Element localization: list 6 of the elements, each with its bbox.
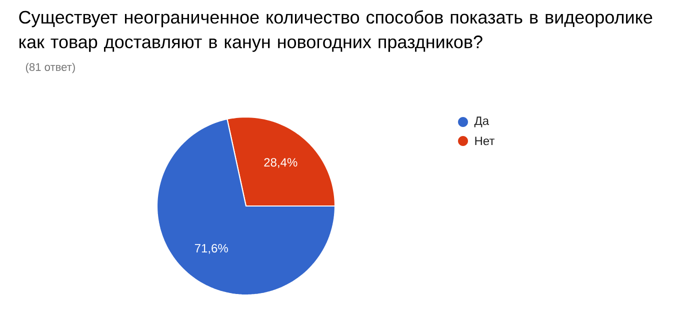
chart-title: Существует неограниченное количество способов показать в видеоролике как товар доставляют в канун новогодних праздников? xyxy=(19,10,652,52)
legend-label: Нет xyxy=(475,136,494,146)
data-label: 71,6% xyxy=(194,244,228,254)
text: (81 ответ) xyxy=(26,62,75,74)
data-label: 28,4% xyxy=(264,158,298,168)
legend-label: Да xyxy=(474,116,490,128)
